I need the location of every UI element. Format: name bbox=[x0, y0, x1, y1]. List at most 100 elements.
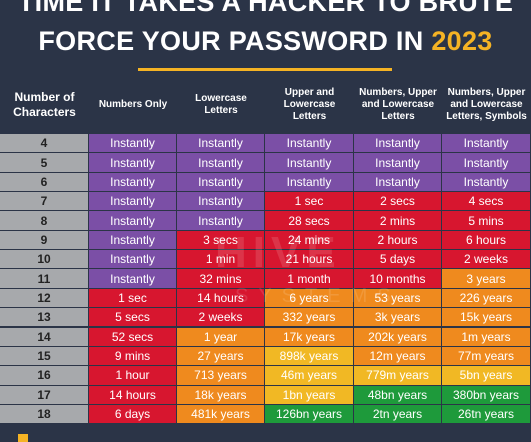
table-cell: 332 years bbox=[265, 308, 353, 327]
table-cell: 9 mins bbox=[89, 346, 176, 366]
table-cell: 14 hours bbox=[89, 385, 176, 404]
table-cell: Instantly bbox=[89, 192, 176, 211]
table-cell: 6 hours bbox=[442, 230, 530, 250]
table-cell: Instantly bbox=[89, 172, 176, 192]
table-cell: 14 hours bbox=[177, 288, 264, 308]
page-title-line2: FORCE YOUR PASSWORD IN 2023 bbox=[0, 26, 531, 57]
table-cell: 2 mins bbox=[354, 211, 441, 230]
table-cell: 6 days bbox=[89, 404, 176, 424]
table-cell: Instantly bbox=[265, 172, 353, 192]
table-cell: Instantly bbox=[265, 153, 353, 172]
table-cell: 27 years bbox=[177, 346, 264, 366]
table-cell: Instantly bbox=[265, 134, 353, 153]
table-cell: 5 days bbox=[354, 250, 441, 269]
table-cell: 1 hour bbox=[89, 366, 176, 385]
column-header-5: Numbers, Upper and Lowercase Letters, Symb… bbox=[446, 87, 527, 122]
table-cell: 2tn years bbox=[354, 404, 441, 424]
table-cell: Instantly bbox=[177, 192, 264, 211]
table-cell: Instantly bbox=[177, 172, 264, 192]
row-label: 10 bbox=[0, 250, 88, 269]
table-cell: 380bn years bbox=[442, 385, 530, 404]
table-cell: Instantly bbox=[354, 172, 441, 192]
row-label: 17 bbox=[0, 385, 88, 404]
row-label: 7 bbox=[0, 192, 88, 211]
table-cell: 5 secs bbox=[89, 308, 176, 327]
table-cell: 1 sec bbox=[89, 288, 176, 308]
logo-icon bbox=[18, 434, 28, 442]
table-cell: Instantly bbox=[442, 134, 530, 153]
table-cell: 24 mins bbox=[265, 230, 353, 250]
row-label: 14 bbox=[0, 327, 88, 346]
table-cell: 1 min bbox=[177, 250, 264, 269]
column-header-1: Numbers Only bbox=[98, 99, 168, 110]
table-cell: 32 mins bbox=[177, 269, 264, 288]
table-cell: 2 weeks bbox=[442, 250, 530, 269]
row-label: 13 bbox=[0, 308, 88, 327]
table-cell: 5bn years bbox=[442, 366, 530, 385]
table-cell: 779m years bbox=[354, 366, 441, 385]
row-label: 6 bbox=[0, 172, 88, 192]
table-cell: 5 mins bbox=[442, 211, 530, 230]
row-label: 15 bbox=[0, 346, 88, 366]
table-cell: 3k years bbox=[354, 308, 441, 327]
column-header-4: Numbers, Upper and Lowercase Letters bbox=[359, 87, 437, 122]
table-cell: 26tn years bbox=[442, 404, 530, 424]
table-cell: 1 sec bbox=[265, 192, 353, 211]
table-cell: 126bn years bbox=[265, 404, 353, 424]
table-cell: 46m years bbox=[265, 366, 353, 385]
table-cell: 202k years bbox=[354, 327, 441, 346]
table-cell: Instantly bbox=[89, 134, 176, 153]
table-cell: 1 month bbox=[265, 269, 353, 288]
watermark-sub: SYSTEMS bbox=[235, 285, 401, 307]
row-label: 9 bbox=[0, 230, 88, 250]
table-cell: 28 secs bbox=[265, 211, 353, 230]
table-cell: 52 secs bbox=[89, 327, 176, 346]
table-cell: 21 hours bbox=[265, 250, 353, 269]
table-cell: Instantly bbox=[177, 134, 264, 153]
table-cell: 2 weeks bbox=[177, 308, 264, 327]
page-title-line1: TIME IT TAKES A HACKER TO BRUTE bbox=[17, 0, 514, 17]
row-label: 4 bbox=[0, 134, 88, 153]
column-header-0: Number of Characters bbox=[13, 90, 76, 119]
title-text: FORCE YOUR PASSWORD IN bbox=[38, 26, 424, 56]
table-cell: 10 months bbox=[354, 269, 441, 288]
table-cell: Instantly bbox=[354, 134, 441, 153]
table-cell: 226 years bbox=[442, 288, 530, 308]
table-cell: 481k years bbox=[177, 404, 264, 424]
watermark: HIVE bbox=[215, 228, 342, 277]
table-cell: Instantly bbox=[354, 153, 441, 172]
table-cell: 15k years bbox=[442, 308, 530, 327]
table-cell: Instantly bbox=[89, 269, 176, 288]
table-cell: 898k years bbox=[265, 346, 353, 366]
table-cell: 713 years bbox=[177, 366, 264, 385]
row-label: 18 bbox=[0, 404, 88, 424]
table-cell: 17k years bbox=[265, 327, 353, 346]
row-label: 11 bbox=[0, 269, 88, 288]
title-year: 2023 bbox=[431, 26, 493, 56]
column-header-2: Lowercase Letters bbox=[195, 93, 247, 116]
table-cell: Instantly bbox=[89, 230, 176, 250]
title-underline bbox=[138, 68, 392, 71]
table-cell: Instantly bbox=[177, 153, 264, 172]
row-label: 5 bbox=[0, 153, 88, 172]
table-cell: Instantly bbox=[89, 153, 176, 172]
row-label: 12 bbox=[0, 288, 88, 308]
table-cell: 2 hours bbox=[354, 230, 441, 250]
table-cell: 4 secs bbox=[442, 192, 530, 211]
row-label: 16 bbox=[0, 366, 88, 385]
table-cell: 18k years bbox=[177, 385, 264, 404]
table-cell: 3 years bbox=[442, 269, 530, 288]
table-cell: 6 years bbox=[265, 288, 353, 308]
table-cell: Instantly bbox=[89, 211, 176, 230]
table-cell: 77m years bbox=[442, 346, 530, 366]
table-cell: 48bn years bbox=[354, 385, 441, 404]
table-cell: 1bn years bbox=[265, 385, 353, 404]
table-cell: 1 year bbox=[177, 327, 264, 346]
table-cell: 12m years bbox=[354, 346, 441, 366]
table-cell: Instantly bbox=[442, 153, 530, 172]
table-cell: 3 secs bbox=[177, 230, 264, 250]
table-cell: 53 years bbox=[354, 288, 441, 308]
table-cell: Instantly bbox=[442, 172, 530, 192]
table-cell: 1m years bbox=[442, 327, 530, 346]
row-label: 8 bbox=[0, 211, 88, 230]
